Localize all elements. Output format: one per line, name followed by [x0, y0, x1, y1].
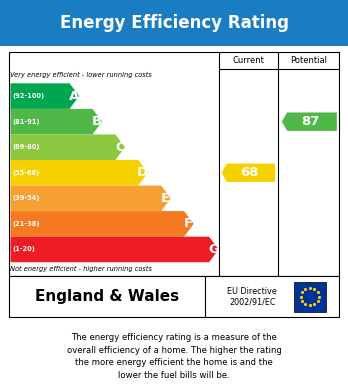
Polygon shape [10, 109, 102, 135]
Text: (21-38): (21-38) [13, 221, 40, 227]
Text: 68: 68 [240, 166, 259, 179]
Text: F: F [184, 217, 193, 230]
Bar [0, 0, 348, 46]
Bar [9, 52, 339, 276]
Text: EU Directive
2002/91/EC: EU Directive 2002/91/EC [227, 287, 277, 306]
Text: (81-91): (81-91) [13, 118, 40, 125]
Polygon shape [10, 160, 148, 186]
Text: Potential: Potential [290, 56, 327, 65]
Bar [9, 276, 339, 317]
Text: (92-100): (92-100) [13, 93, 45, 99]
Text: Energy Efficiency Rating: Energy Efficiency Rating [60, 14, 288, 32]
Text: 87: 87 [301, 115, 319, 128]
Polygon shape [222, 163, 275, 182]
Text: C: C [115, 141, 125, 154]
Text: G: G [208, 243, 219, 256]
Polygon shape [282, 113, 337, 131]
Text: A: A [69, 90, 79, 102]
Text: (55-68): (55-68) [13, 170, 40, 176]
Bar [294, 282, 325, 312]
Text: D: D [137, 166, 148, 179]
Polygon shape [10, 211, 193, 237]
Polygon shape [10, 135, 125, 160]
Text: (39-54): (39-54) [13, 196, 40, 201]
Text: England & Wales: England & Wales [35, 289, 179, 304]
Text: Current: Current [232, 56, 264, 65]
Text: (69-80): (69-80) [13, 144, 40, 150]
Text: (1-20): (1-20) [13, 246, 35, 253]
Text: B: B [92, 115, 102, 128]
Text: E: E [161, 192, 170, 205]
Polygon shape [10, 83, 79, 109]
Polygon shape [10, 237, 219, 262]
Polygon shape [10, 186, 171, 211]
Text: Very energy efficient - lower running costs: Very energy efficient - lower running co… [10, 72, 152, 78]
Text: The energy efficiency rating is a measure of the
overall efficiency of a home. T: The energy efficiency rating is a measur… [66, 333, 282, 380]
Text: Not energy efficient - higher running costs: Not energy efficient - higher running co… [10, 266, 152, 272]
